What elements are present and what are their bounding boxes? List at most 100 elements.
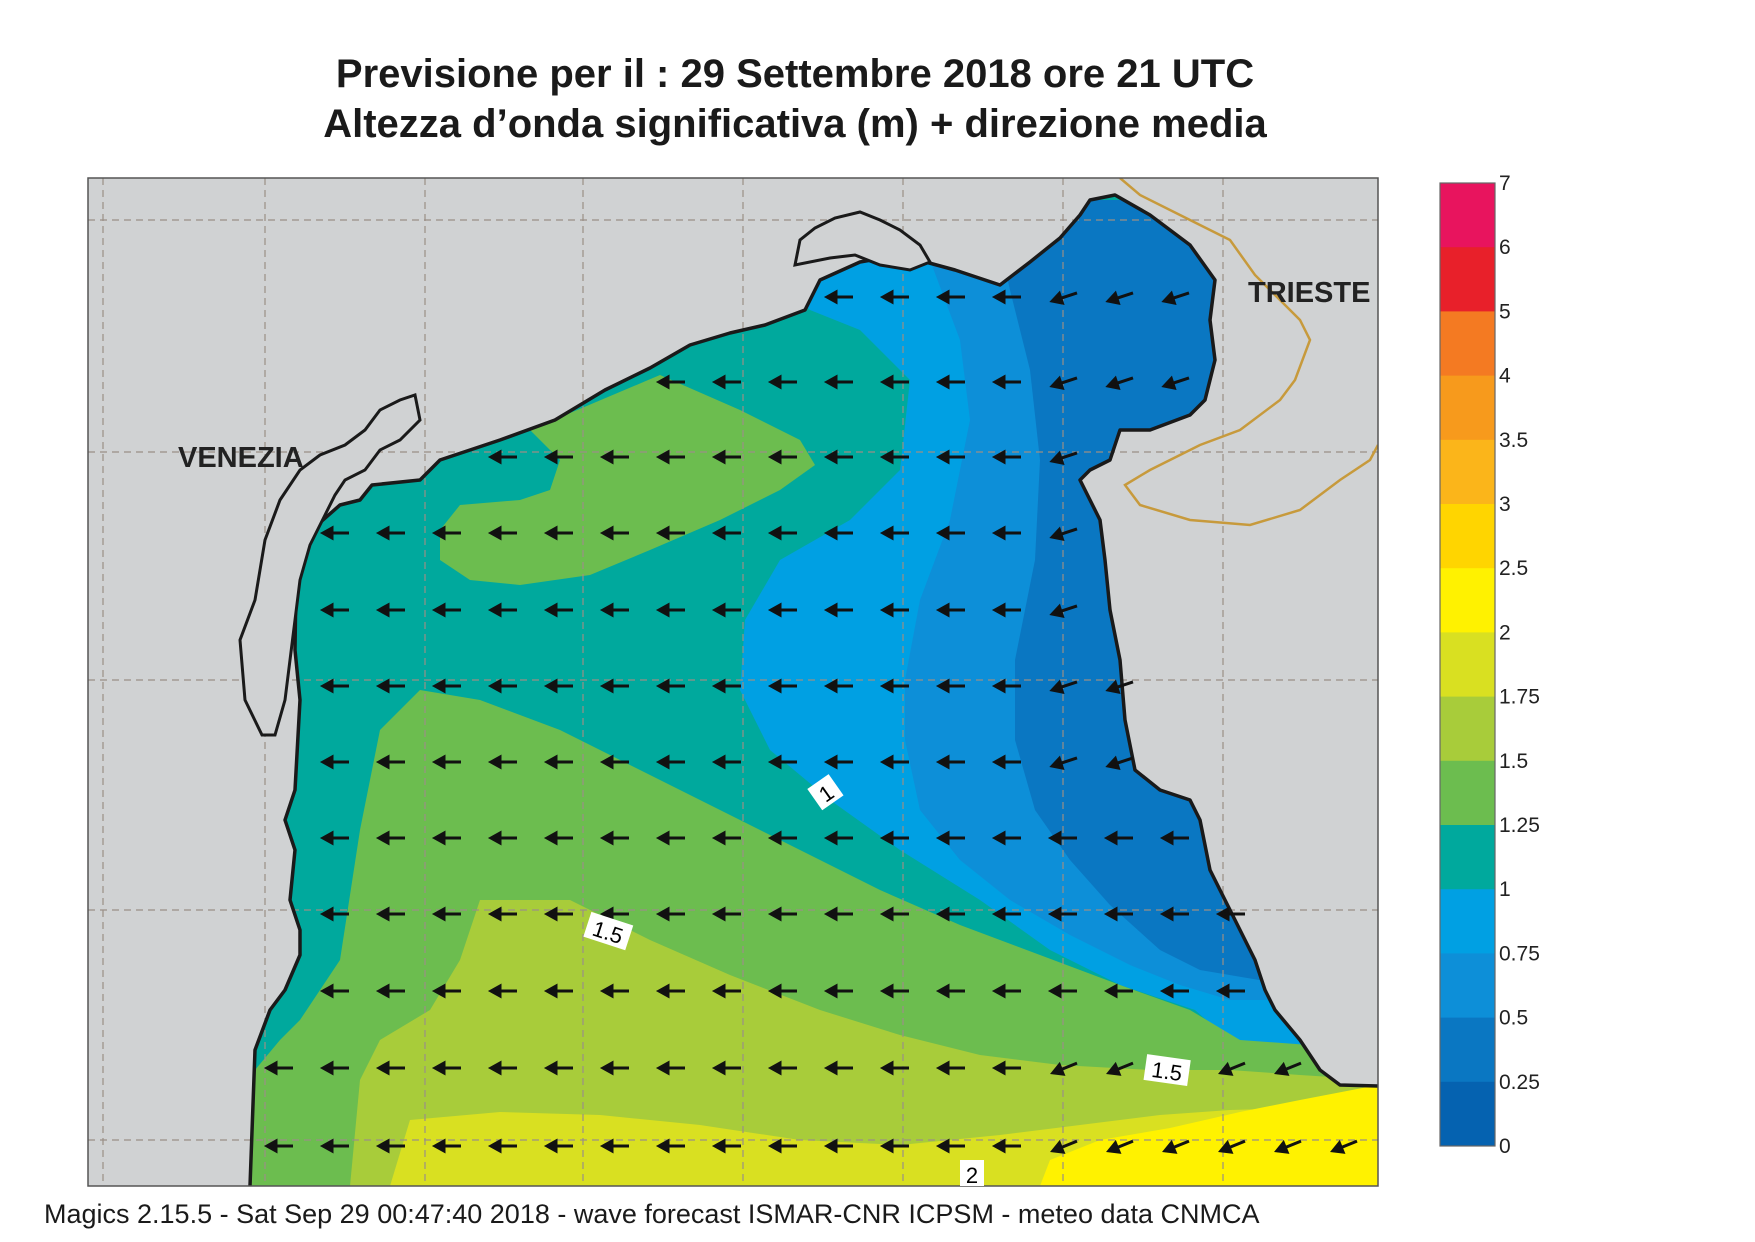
- direction-arrow-head: [1218, 1061, 1234, 1076]
- colorbar-tick-label: 3.5: [1499, 429, 1528, 452]
- direction-arrow-head: [711, 1138, 726, 1154]
- direction-arrow-head: [487, 830, 502, 846]
- colorbar-swatch: [1440, 889, 1495, 954]
- direction-arrow-head: [711, 374, 726, 390]
- direction-arrow-head: [823, 449, 838, 465]
- footer-credits: Magics 2.15.5 - Sat Sep 29 00:47:40 2018…: [44, 1199, 1260, 1229]
- contour-label-1.5-b-text: 1.5: [1150, 1057, 1184, 1086]
- direction-arrow-head: [375, 678, 390, 694]
- colorbar-swatch: [1440, 760, 1495, 826]
- direction-arrow-head: [935, 525, 950, 541]
- direction-arrow-head: [487, 906, 502, 922]
- band-1.5-1.75: [350, 900, 1378, 1186]
- direction-arrow-head: [935, 906, 950, 922]
- contour-label-2: 2: [960, 1160, 984, 1188]
- contour-label-1.5-a: 1.5: [583, 911, 634, 951]
- colorbar-swatch: [1440, 375, 1495, 441]
- colorbar-swatch: [1440, 568, 1495, 633]
- direction-arrow-head: [711, 449, 726, 465]
- direction-arrow-head: [1161, 290, 1177, 305]
- direction-arrow-head: [879, 449, 894, 465]
- direction-arrow-head: [655, 602, 670, 618]
- direction-arrow-head: [1274, 1139, 1290, 1154]
- direction-arrow-head: [711, 754, 726, 770]
- direction-arrow-head: [655, 525, 670, 541]
- direction-arrow-head: [823, 374, 838, 390]
- direction-arrow-head: [935, 449, 950, 465]
- direction-arrow-head: [655, 983, 670, 999]
- colorbar-tick-label: 2.5: [1499, 557, 1528, 580]
- direction-arrow-head: [487, 602, 502, 618]
- direction-arrow-head: [375, 983, 390, 999]
- colorbar-tick-label: 4: [1499, 365, 1511, 388]
- direction-arrow-head: [1161, 375, 1177, 390]
- direction-arrow-head: [375, 525, 390, 541]
- colorbar-tick-label: 1.25: [1499, 814, 1540, 837]
- direction-arrow-head: [879, 374, 894, 390]
- direction-arrow-head: [599, 906, 614, 922]
- direction-arrow-head: [1215, 906, 1230, 922]
- direction-arrow-head: [767, 449, 782, 465]
- colorbar-swatch: [1440, 439, 1495, 505]
- direction-arrow-head: [655, 449, 670, 465]
- direction-arrow-head: [935, 374, 950, 390]
- colorbar-tick-label: 1: [1499, 878, 1511, 901]
- direction-arrow-head: [375, 830, 390, 846]
- colorbar-tick-label: 1.75: [1499, 686, 1540, 709]
- colorbar-swatch: [1440, 183, 1495, 248]
- direction-arrow-head: [1050, 1061, 1066, 1076]
- direction-arrow-head: [879, 1138, 894, 1154]
- direction-arrow-head: [991, 1060, 1006, 1076]
- colorbar-swatch: [1440, 825, 1495, 890]
- direction-arrow-head: [767, 1138, 782, 1154]
- direction-arrow-head: [823, 678, 838, 694]
- direction-arrow-head: [543, 602, 558, 618]
- direction-arrow-head: [935, 1060, 950, 1076]
- direction-arrow-head: [823, 906, 838, 922]
- direction-arrow-head: [1106, 1139, 1122, 1154]
- colorbar-tick-label: 2: [1499, 621, 1511, 644]
- direction-arrow-head: [1050, 1139, 1066, 1154]
- coastline: [248, 193, 1378, 1186]
- direction-arrow-head: [1103, 906, 1118, 922]
- title-line-2: Altezza d’onda significativa (m) + direz…: [323, 102, 1267, 146]
- direction-arrow-head: [935, 602, 950, 618]
- colorbar-tick-label: 3: [1499, 493, 1511, 516]
- colorbar-tick-label: 5: [1499, 300, 1511, 323]
- direction-arrow-head: [599, 754, 614, 770]
- direction-arrow-head: [1105, 290, 1121, 305]
- direction-arrow-head: [487, 1138, 502, 1154]
- colorbar-swatch: [1440, 1017, 1495, 1083]
- direction-arrow-head: [599, 525, 614, 541]
- direction-arrow-head: [599, 1060, 614, 1076]
- direction-arrow-head: [711, 906, 726, 922]
- direction-arrow-head: [711, 1060, 726, 1076]
- direction-arrow-head: [991, 678, 1006, 694]
- colorbar-tick-label: 0.5: [1499, 1007, 1528, 1030]
- direction-arrow-head: [879, 525, 894, 541]
- direction-arrow-head: [487, 678, 502, 694]
- colorbar-tick-label: 0.25: [1499, 1071, 1540, 1094]
- direction-arrow-head: [991, 830, 1006, 846]
- direction-arrow-head: [1103, 983, 1118, 999]
- direction-arrow-head: [1049, 755, 1065, 770]
- direction-arrow-head: [991, 1138, 1006, 1154]
- direction-arrow-head: [879, 1060, 894, 1076]
- direction-arrow-head: [711, 678, 726, 694]
- direction-arrow-head: [319, 525, 334, 541]
- wave-direction-arrows: [263, 289, 1358, 1154]
- contour-label-1.5-b: 1.5: [1143, 1054, 1191, 1086]
- direction-arrow-head: [375, 906, 390, 922]
- direction-arrow-head: [935, 678, 950, 694]
- direction-arrow-head: [1162, 1139, 1178, 1154]
- direction-arrow-head: [711, 525, 726, 541]
- direction-arrow-head: [823, 983, 838, 999]
- direction-arrow-head: [823, 830, 838, 846]
- direction-arrow-head: [1105, 375, 1121, 390]
- direction-arrow-head: [879, 983, 894, 999]
- direction-arrow-head: [599, 830, 614, 846]
- direction-arrow-head: [1049, 290, 1065, 305]
- direction-arrow-head: [319, 906, 334, 922]
- direction-arrow-head: [767, 906, 782, 922]
- direction-arrow-head: [543, 1060, 558, 1076]
